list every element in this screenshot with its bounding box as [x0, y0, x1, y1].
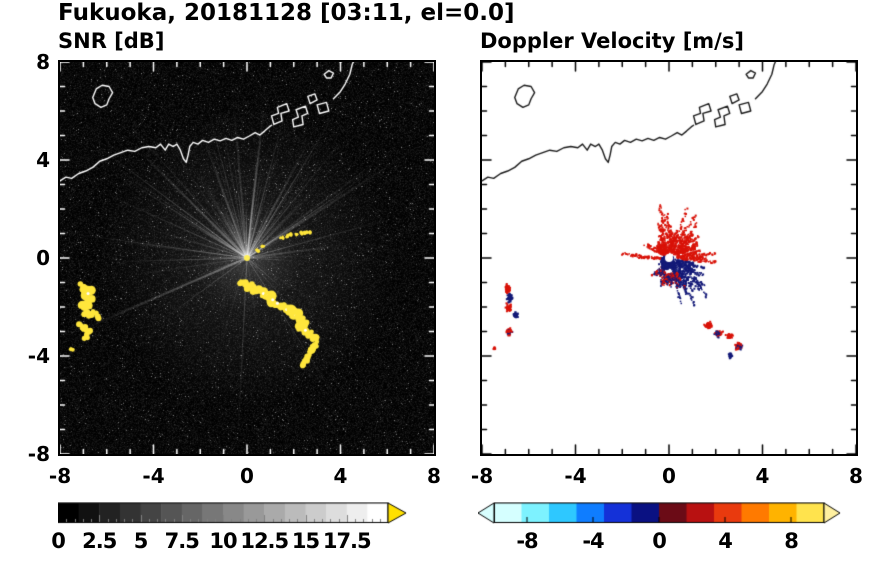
doppler-panel-title: Doppler Velocity [m/s]	[480, 29, 744, 53]
colorbar-tick-label: 8	[784, 529, 799, 553]
colorbar-tick-label: 5	[133, 529, 149, 553]
y-tick-label: -4	[27, 344, 50, 368]
colorbar-tick-label: 15	[291, 529, 320, 553]
x-tick-label: -4	[564, 464, 587, 488]
figure-title: Fukuoka, 20181128 [03:11, el=0.0]	[58, 0, 515, 26]
doppler-x-axis-labels: -8 -4 0 4 8	[471, 464, 863, 488]
snr-colorbar-canvas	[58, 502, 408, 524]
x-tick-label: 0	[662, 464, 676, 488]
snr-colorbar-labels: 0 2.5 5 7.5 10 12.5 15 17.5	[51, 529, 388, 555]
doppler-colorbar-labels: -8 -4 0 4 8	[494, 529, 824, 555]
y-tick-label: 8	[36, 50, 50, 74]
colorbar-tick-label: -8	[516, 529, 538, 553]
x-tick-label: -8	[470, 464, 494, 488]
x-tick-label: 4	[755, 464, 770, 488]
doppler-plot-canvas	[480, 60, 858, 456]
y-tick-label: 0	[36, 246, 50, 270]
x-tick-label: -4	[142, 464, 165, 488]
snr-panel-title: SNR [dB]	[58, 29, 165, 53]
snr-x-axis-labels: -8 -4 0 4 8	[49, 464, 441, 488]
colorbar-tick-label: 17.5	[322, 529, 372, 553]
colorbar-tick-label: 10	[209, 529, 237, 553]
colorbar-tick-label: 4	[718, 529, 733, 553]
y-tick-label: 4	[36, 148, 50, 172]
colorbar-tick-label: 0	[652, 529, 667, 553]
colorbar-tick-label: 12.5	[240, 529, 289, 553]
x-tick-label: 0	[240, 464, 254, 488]
colorbar-tick-label: 7.5	[164, 529, 200, 553]
colorbar-tick-label: 0	[51, 529, 66, 553]
doppler-colorbar-canvas	[478, 502, 842, 524]
y-tick-label: -8	[27, 442, 50, 466]
x-tick-label: 8	[427, 464, 441, 488]
x-tick-label: 4	[333, 464, 348, 488]
colorbar-tick-label: 2.5	[82, 529, 117, 553]
colorbar-tick-label: -4	[582, 529, 604, 553]
snr-plot-canvas	[58, 60, 436, 456]
x-tick-label: 8	[849, 464, 863, 488]
y-axis-labels: 8 4 0 -4 -8	[8, 50, 50, 466]
x-tick-label: -8	[48, 464, 72, 488]
